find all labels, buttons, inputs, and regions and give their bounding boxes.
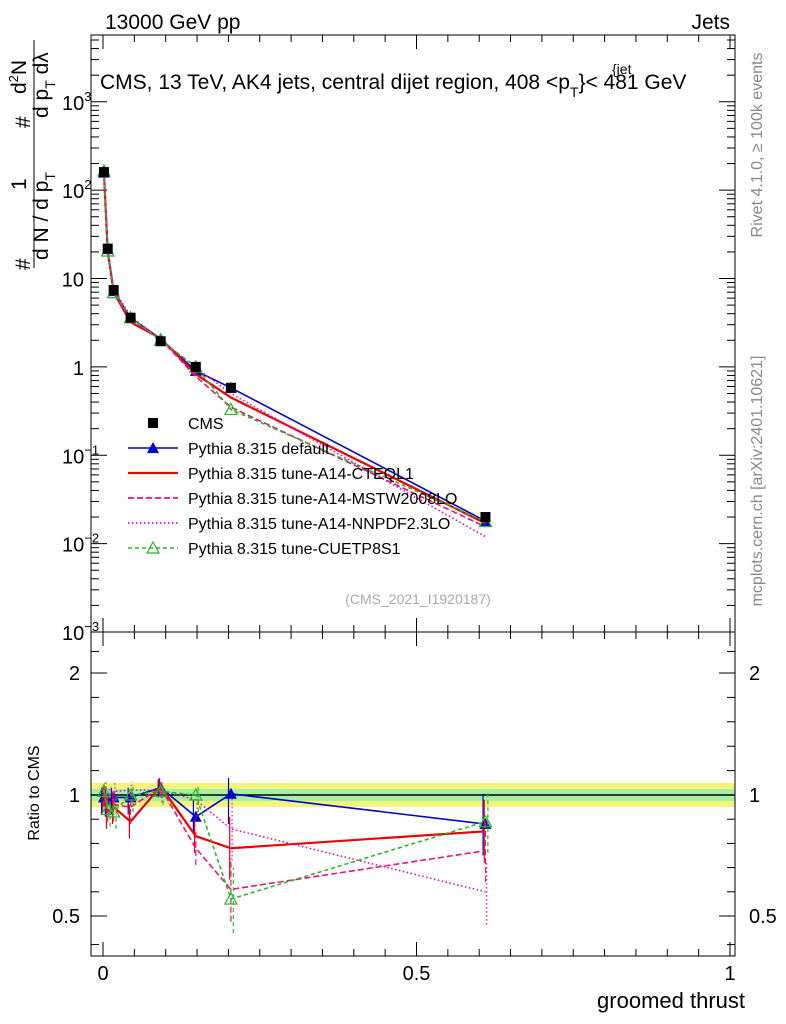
data-point: [108, 285, 119, 296]
legend-label: Pythia 8.315 tune-A14-NNPDF2.3LO: [188, 516, 450, 533]
ratio-point: [123, 787, 138, 801]
x-tick-label: 1: [724, 963, 735, 985]
legend-label: Pythia 8.315 tune-A14-CTEQL1: [188, 466, 414, 483]
y-tick-label: 10−2: [62, 531, 99, 557]
data-point: [480, 512, 491, 523]
x-tick-label: 0.5: [403, 963, 431, 985]
y-tick-label: 10: [62, 270, 84, 292]
ratio-point: [478, 814, 493, 828]
ratio-y-label: Ratio to CMS: [26, 745, 43, 840]
ratio-frame: [90, 631, 736, 957]
ratio-point: [224, 787, 237, 799]
legend-label: CMS: [188, 416, 224, 433]
analysis-watermark: (CMS_2021_I1920187): [345, 591, 491, 607]
x-axis-label: groomed thrust: [597, 988, 745, 1013]
svg-text:1: 1: [8, 178, 31, 190]
data-point: [98, 167, 109, 178]
ratio-tick-label-right: 0.5: [749, 906, 777, 928]
ratio-tick-label-right: 2: [749, 663, 760, 685]
data-point: [225, 382, 236, 393]
legend: CMS Pythia 8.315 default Pythia 8.315 tune…: [128, 416, 457, 558]
data-point: [190, 361, 201, 372]
ratio-line: [103, 790, 486, 901]
ratio-point: [100, 802, 115, 816]
x-tick-label: 0: [97, 963, 108, 985]
svg-text:#: #: [12, 258, 35, 270]
energy-label: 13000 GeV pp: [105, 11, 240, 34]
mcplots-source-label: mcplots.cern.ch [arXiv:2401.10621]: [749, 356, 766, 607]
y-axis-label: # d N / d pT 1 # d pT dλ d2N: [6, 40, 58, 270]
y-tick-label: 103: [62, 89, 91, 115]
series-line: [103, 170, 486, 523]
legend-marker: [147, 442, 159, 453]
ratio-point: [106, 804, 121, 818]
ratio-point: [223, 891, 238, 905]
ratio-tick-label-left: 0.5: [52, 906, 80, 928]
rivet-version-label: Rivet 4.1.0, ≥ 100k events: [749, 53, 766, 238]
y-tick-label: 10−1: [62, 442, 99, 468]
y-tick-label: 1: [73, 358, 84, 380]
legend-label: Pythia 8.315 tune-A14-MSTW2008LO: [188, 491, 457, 508]
main-series-group: [96, 163, 493, 538]
svg-text:#: #: [12, 116, 35, 128]
ratio-series-group: [96, 777, 493, 934]
category-label: Jets: [691, 11, 730, 34]
svg-text:d pT dλ: d pT dλ: [30, 52, 58, 118]
legend-marker: [148, 418, 158, 428]
y-tick-label: 10−3: [62, 619, 99, 645]
svg-text:d2N: d2N: [6, 60, 31, 94]
ratio-tick-label-left: 1: [69, 785, 80, 807]
ratio-line: [102, 784, 486, 850]
y-tick-label: 102: [62, 177, 91, 203]
plot-title-sup: {jet: [612, 61, 632, 77]
svg-text:d N / d pT: d N / d pT: [30, 172, 58, 260]
ratio-tick-label-right: 1: [749, 785, 760, 807]
plot-title: CMS, 13 TeV, AK4 jets, central dijet reg…: [100, 71, 686, 100]
legend-marker: [145, 540, 161, 554]
ratio-point: [188, 787, 203, 801]
data-point: [155, 336, 166, 347]
ratio-tick-label-left: 2: [69, 663, 80, 685]
axis-tick-labels: 0 0.5 1 10−3 10−2 10−1 1 10 102 103 0.5 0.5 1 1 2 2: [52, 89, 777, 985]
legend-label: Pythia 8.315 default: [188, 441, 330, 458]
legend-label: Pythia 8.315 tune-CUETP8S1: [188, 541, 401, 558]
ratio-point: [153, 784, 168, 797]
data-point: [223, 402, 238, 416]
ratio-point: [189, 810, 202, 822]
data-point: [125, 312, 136, 323]
axis-ticks: [91, 35, 735, 956]
data-point: [102, 243, 113, 254]
ratio-point: [96, 784, 111, 797]
